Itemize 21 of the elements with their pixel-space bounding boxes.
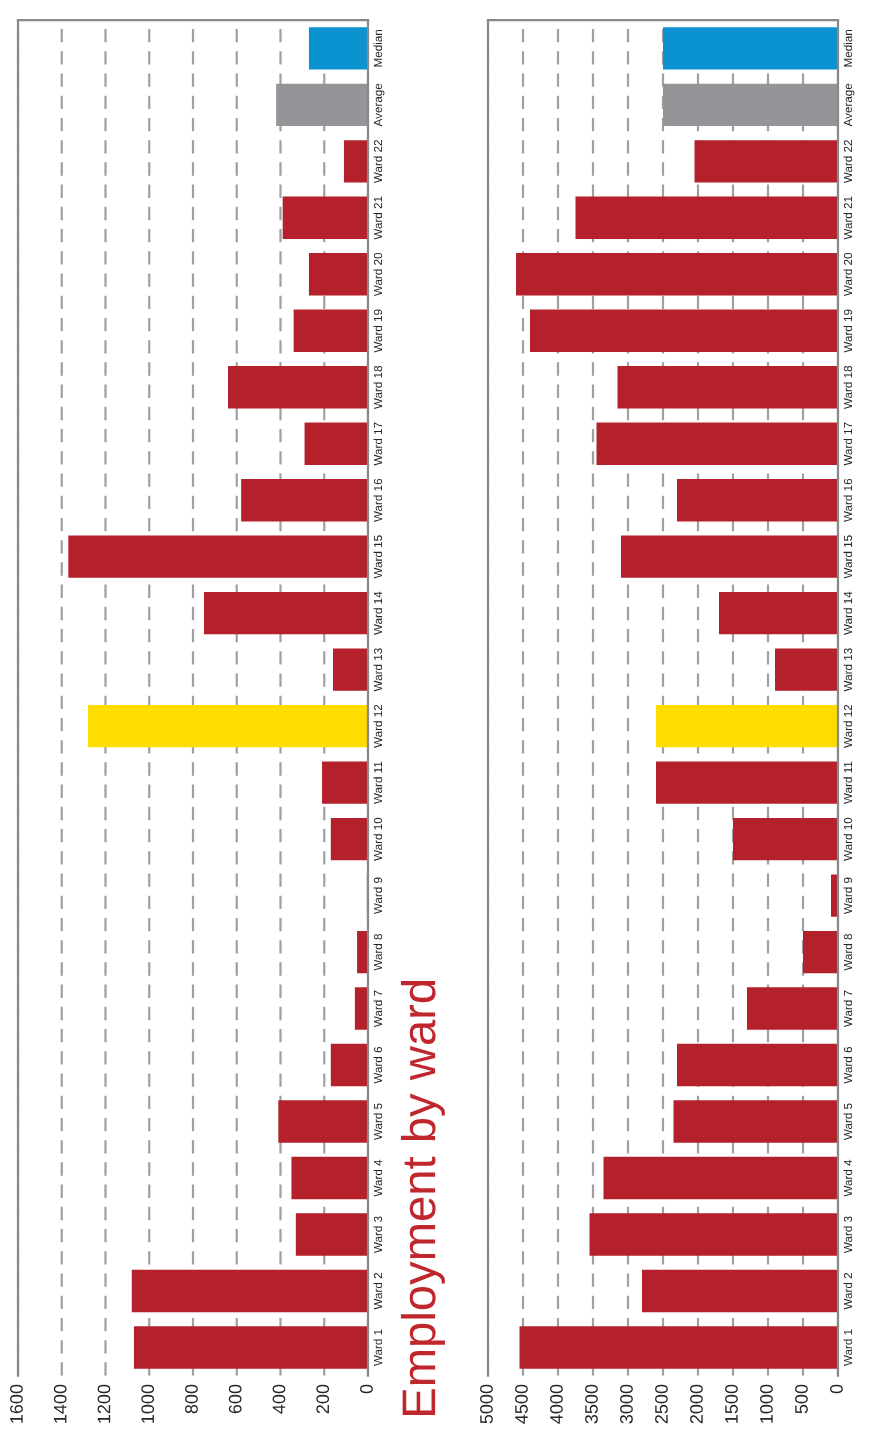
x-tick-label: 0 (360, 1384, 373, 1394)
x-tick-label: 800 (185, 1384, 198, 1414)
x-tick-label: 4000 (550, 1384, 563, 1424)
x-tick-label: 2000 (690, 1384, 703, 1424)
x-tick-label: 4500 (515, 1384, 528, 1424)
x-tick-label: 2500 (655, 1384, 668, 1424)
x-tick-label: 5000 (480, 1384, 493, 1424)
x-tick-label: 3000 (620, 1384, 633, 1424)
x-tick-label: 600 (228, 1384, 242, 1414)
x-tick-label: 1400 (53, 1384, 67, 1423)
x-tick-label: 1600 (10, 1384, 23, 1423)
x-tick-label: 500 (795, 1384, 808, 1414)
x-tick-label: 400 (272, 1384, 286, 1414)
x-tick-label: 1500 (725, 1384, 738, 1423)
x-tick-label: 1000 (760, 1384, 773, 1423)
x-tick-label: 1200 (97, 1384, 111, 1423)
x-tick-label: 3500 (585, 1384, 598, 1424)
x-tick-label: 1000 (141, 1384, 155, 1423)
text: Employment by ward (400, 980, 445, 1415)
x-tick-label: 200 (316, 1384, 330, 1414)
x-tick-label: 0 (830, 1384, 843, 1394)
